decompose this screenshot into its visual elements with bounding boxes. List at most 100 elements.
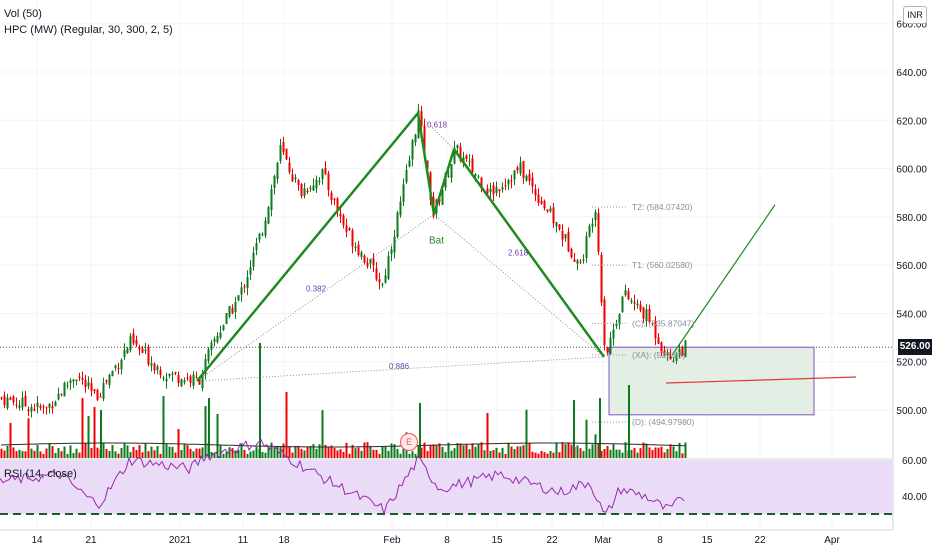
rsi-tick-label: 60.00 xyxy=(902,456,927,467)
candle-body xyxy=(93,389,96,392)
volume-bar xyxy=(546,453,549,458)
pattern-leg-cd xyxy=(452,148,606,358)
candle-body xyxy=(42,406,45,408)
candle-body xyxy=(414,134,417,143)
volume-bar xyxy=(357,447,360,458)
target-label: T1: (560.02580) xyxy=(632,260,693,270)
candle-body xyxy=(615,323,618,327)
candle-body xyxy=(441,189,444,205)
candle-body xyxy=(84,379,87,388)
volume-bar xyxy=(153,450,156,458)
time-tick-label: 8 xyxy=(657,535,663,546)
fib-ratio-right: 2.618 xyxy=(508,248,529,257)
vol-legend[interactable]: Vol (50) xyxy=(4,8,42,20)
price-tick-label: 540.00 xyxy=(896,309,927,320)
volume-bar xyxy=(423,442,426,458)
hpc-legend[interactable]: HPC (MW) (Regular, 30, 300, 2, 5) xyxy=(4,24,173,36)
time-axis[interactable]: 14 21 2021 11 18 Feb 8 15 22 Mar 8 15 22 Apr xyxy=(0,529,893,546)
volume-bar xyxy=(318,444,321,458)
volume-bar xyxy=(228,447,231,458)
volume-bar xyxy=(540,450,543,458)
volume-bar xyxy=(144,443,147,458)
volume-bar xyxy=(306,446,309,458)
volume-bar xyxy=(582,450,585,458)
candle-body xyxy=(351,230,354,247)
candle-body xyxy=(456,144,459,149)
volume-bar xyxy=(648,447,651,458)
candles xyxy=(0,103,687,418)
volume-bar xyxy=(198,448,201,458)
candle-body xyxy=(357,244,360,256)
support-line xyxy=(665,376,857,384)
candle-body xyxy=(573,259,576,262)
price-axis[interactable]: 500.00 520.00 540.00 560.00 580.00 600.00 620.… xyxy=(892,0,927,530)
volume-bar xyxy=(489,451,492,458)
volume-bar xyxy=(297,445,300,458)
volume-bar xyxy=(585,419,588,458)
volume-spike xyxy=(100,410,102,458)
volume-bar xyxy=(342,451,345,458)
candle-body xyxy=(141,348,144,353)
candle-body xyxy=(183,380,186,383)
candle-body xyxy=(24,395,27,407)
volume-bar xyxy=(591,444,594,458)
earnings-badge-icon[interactable]: E xyxy=(400,433,418,451)
candle-body xyxy=(105,380,108,382)
candle-body xyxy=(261,234,264,236)
volume-bar xyxy=(642,442,645,458)
candle-body xyxy=(300,184,303,197)
volume-bar xyxy=(510,446,513,458)
volume-bar xyxy=(603,449,606,458)
volume-bar xyxy=(411,451,414,458)
volume-bar xyxy=(651,450,654,458)
volume-bar xyxy=(123,442,126,458)
candle-body xyxy=(66,384,69,386)
candle-body xyxy=(363,255,366,263)
volume-bar xyxy=(354,448,357,458)
candle-body xyxy=(384,275,387,283)
volume-bar xyxy=(192,451,195,458)
candle-body xyxy=(339,213,342,217)
volume-spike xyxy=(599,398,601,458)
rsi-legend[interactable]: RSI (14, close) xyxy=(4,468,77,480)
candle-body xyxy=(375,268,378,280)
candle-body xyxy=(576,260,579,264)
volume-bar xyxy=(333,447,336,458)
volume-bar xyxy=(663,452,666,458)
candle-body xyxy=(570,248,573,258)
candle-body xyxy=(309,187,312,189)
price-tick-label: 560.00 xyxy=(896,261,927,272)
candle-body xyxy=(111,370,114,376)
volume-bar xyxy=(402,442,405,458)
candle-body xyxy=(171,373,174,375)
volume-bar xyxy=(36,445,39,458)
candle-body xyxy=(645,309,648,322)
target-label: (D): (494.97980) xyxy=(632,417,695,427)
candle-body xyxy=(267,207,270,224)
volume-bar xyxy=(426,451,429,458)
volume-bar xyxy=(615,449,618,458)
bat-pattern[interactable] xyxy=(196,112,857,384)
candle-body xyxy=(225,313,228,325)
volume-bar xyxy=(435,445,438,458)
volume-bar xyxy=(609,449,612,458)
volume-bar xyxy=(234,450,237,458)
currency-button[interactable]: INR xyxy=(903,6,927,24)
candle-body xyxy=(81,378,84,380)
volume-bar xyxy=(135,449,138,458)
candle-body xyxy=(558,224,561,230)
price-tick-label: 620.00 xyxy=(896,116,927,127)
candle-body xyxy=(681,347,684,356)
volume-bar xyxy=(549,451,552,458)
volume-bar xyxy=(282,443,285,458)
candle-body xyxy=(234,301,237,313)
candle-body xyxy=(279,145,282,162)
candle-body xyxy=(216,335,219,343)
volume-bar xyxy=(204,406,207,458)
candle-body xyxy=(132,333,135,344)
candle-body xyxy=(501,187,504,190)
volume-bar xyxy=(126,445,129,458)
candle-body xyxy=(471,158,474,173)
volume-bar xyxy=(345,442,348,458)
